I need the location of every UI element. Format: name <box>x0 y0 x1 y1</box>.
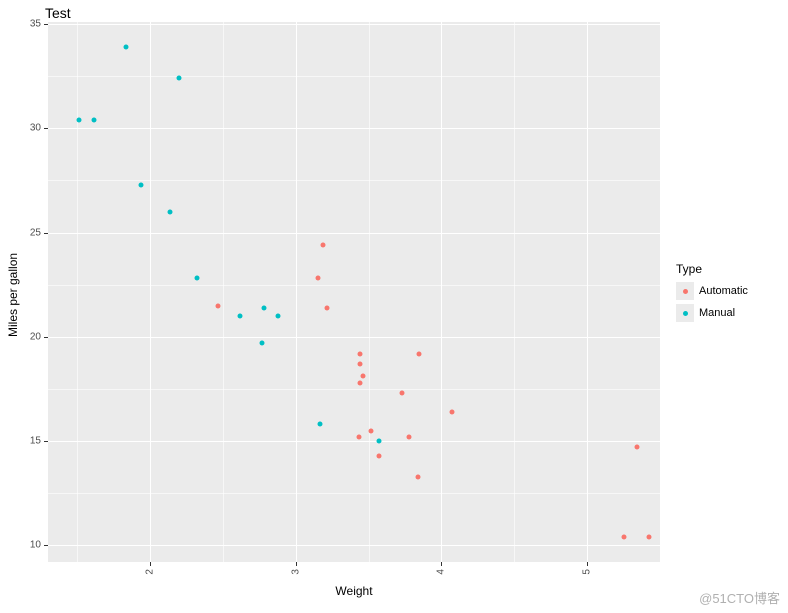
x-tick-mark <box>150 562 151 566</box>
grid-major-h <box>48 128 660 129</box>
scatter-point <box>177 76 182 81</box>
scatter-point <box>357 351 362 356</box>
scatter-point <box>416 474 421 479</box>
scatter-point <box>357 361 362 366</box>
scatter-point <box>357 434 362 439</box>
scatter-point <box>416 351 421 356</box>
legend-item: Manual <box>676 304 735 322</box>
y-tick-label: 30 <box>30 123 41 134</box>
x-tick-mark <box>441 562 442 566</box>
scatter-point <box>194 276 199 281</box>
scatter-point <box>376 453 381 458</box>
x-axis-title: Weight <box>335 584 372 598</box>
y-tick-label: 20 <box>30 331 41 342</box>
scatter-point <box>315 276 320 281</box>
grid-minor-h <box>48 389 660 390</box>
grid-major-v <box>587 22 588 562</box>
scatter-point <box>407 434 412 439</box>
x-tick-label: 3 <box>290 569 301 575</box>
grid-major-v <box>441 22 442 562</box>
grid-minor-v <box>514 22 515 562</box>
legend-label: Manual <box>699 307 735 319</box>
grid-minor-h <box>48 285 660 286</box>
scatter-point <box>238 313 243 318</box>
x-tick-label: 2 <box>145 569 156 575</box>
scatter-point <box>376 439 381 444</box>
grid-major-h <box>48 24 660 25</box>
grid-minor-h <box>48 76 660 77</box>
grid-major-h <box>48 233 660 234</box>
x-tick-mark <box>296 562 297 566</box>
scatter-point <box>318 422 323 427</box>
scatter-point <box>325 305 330 310</box>
x-tick-label: 5 <box>582 569 593 575</box>
scatter-point <box>449 409 454 414</box>
scatter-point <box>275 313 280 318</box>
grid-minor-h <box>48 180 660 181</box>
grid-major-h <box>48 337 660 338</box>
scatter-point <box>138 182 143 187</box>
y-tick-mark <box>44 441 48 442</box>
y-tick-mark <box>44 128 48 129</box>
legend-title: Type <box>676 262 702 276</box>
scatter-point <box>400 391 405 396</box>
grid-major-h <box>48 441 660 442</box>
grid-major-v <box>150 22 151 562</box>
y-tick-mark <box>44 24 48 25</box>
plot-area <box>48 22 660 562</box>
grid-minor-h <box>48 493 660 494</box>
grid-minor-v <box>223 22 224 562</box>
x-tick-mark <box>587 562 588 566</box>
grid-minor-v <box>77 22 78 562</box>
y-tick-mark <box>44 233 48 234</box>
chart-container: Test Miles per gallon Weight Type Automa… <box>0 0 788 613</box>
grid-minor-v <box>369 22 370 562</box>
legend-item: Automatic <box>676 282 748 300</box>
y-axis-title: Miles per gallon <box>6 253 20 337</box>
scatter-point <box>260 341 265 346</box>
y-tick-label: 15 <box>30 436 41 447</box>
scatter-point <box>168 209 173 214</box>
scatter-point <box>123 45 128 50</box>
legend-key <box>676 304 694 322</box>
scatter-point <box>360 374 365 379</box>
y-tick-mark <box>44 545 48 546</box>
watermark: @51CTO博客 <box>699 588 780 607</box>
grid-major-h <box>48 545 660 546</box>
scatter-point <box>77 117 82 122</box>
y-tick-label: 35 <box>30 19 41 30</box>
scatter-point <box>261 305 266 310</box>
y-tick-mark <box>44 337 48 338</box>
scatter-point <box>357 380 362 385</box>
x-tick-label: 4 <box>436 569 447 575</box>
legend-dot-icon <box>683 311 688 316</box>
panel-background <box>48 22 660 562</box>
scatter-point <box>646 534 651 539</box>
scatter-point <box>621 534 626 539</box>
scatter-point <box>369 428 374 433</box>
scatter-point <box>635 445 640 450</box>
legend-label: Automatic <box>699 285 748 297</box>
legend-dot-icon <box>683 289 688 294</box>
chart-title: Test <box>45 5 71 21</box>
scatter-point <box>91 117 96 122</box>
legend-key <box>676 282 694 300</box>
scatter-point <box>215 303 220 308</box>
grid-minor-v <box>660 22 661 562</box>
scatter-point <box>321 243 326 248</box>
y-tick-label: 25 <box>30 227 41 238</box>
grid-major-v <box>296 22 297 562</box>
y-tick-label: 10 <box>30 540 41 551</box>
